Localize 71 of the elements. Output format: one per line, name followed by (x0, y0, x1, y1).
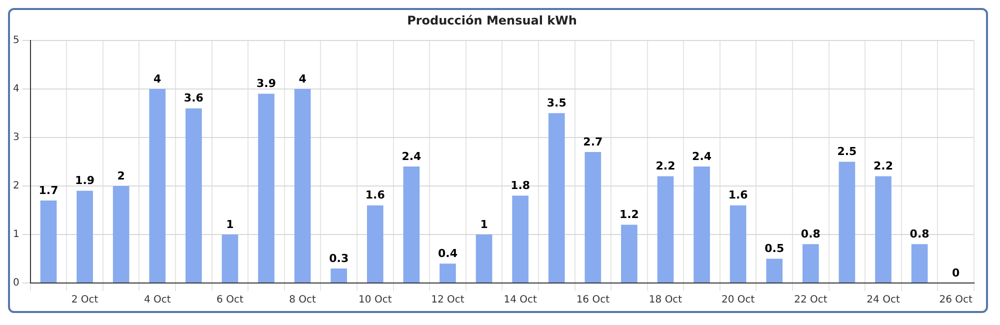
data-label: 1 (226, 218, 234, 231)
data-label: 0.3 (329, 252, 349, 265)
bar (258, 94, 274, 282)
data-label: 2.4 (402, 150, 422, 163)
bar (766, 258, 783, 282)
x-tick-label: 18 Oct (648, 294, 682, 306)
x-tick-label: 14 Oct (504, 294, 537, 306)
data-label: 0.8 (800, 228, 820, 241)
bar (802, 244, 819, 282)
bar (584, 152, 602, 282)
y-tick-label: 5 (12, 34, 20, 46)
data-label: 2.5 (837, 145, 857, 158)
chart-title: Producción Mensual kWh (407, 13, 577, 28)
bar (366, 205, 384, 282)
x-tick-label: 4 Oct (144, 294, 171, 306)
bar (149, 88, 166, 282)
data-label: 4 (154, 72, 162, 86)
bar (512, 196, 528, 282)
bar (621, 224, 638, 282)
data-label: 0.8 (910, 228, 930, 241)
y-tick-label: 4 (12, 84, 20, 95)
bar (476, 234, 492, 282)
bar (186, 108, 202, 282)
x-tick-label: 24 Oct (866, 294, 900, 306)
x-tick-label: 22 Oct (794, 294, 828, 306)
bar (730, 205, 746, 282)
data-label: 1.8 (510, 179, 530, 192)
data-label: 4 (298, 72, 307, 86)
data-label: 0 (952, 266, 960, 280)
data-label: 1.2 (619, 208, 639, 222)
y-tick-label: 3 (12, 132, 20, 144)
data-label: 1.7 (38, 184, 58, 197)
data-label: 1.6 (365, 188, 386, 202)
data-label: 2 (117, 169, 125, 182)
x-tick-label: 12 Oct (431, 294, 464, 306)
bar (548, 113, 565, 282)
data-label: 2.2 (874, 160, 894, 173)
x-tick-label: 20 Oct (721, 294, 755, 306)
data-label: 0.4 (438, 246, 458, 260)
x-tick-label: 2 Oct (71, 294, 98, 306)
x-tick-label: 8 Oct (289, 294, 316, 306)
x-tick-label: 16 Oct (576, 294, 610, 306)
x-tick-label: 10 Oct (358, 294, 392, 306)
x-tick-label: 26 Oct (939, 294, 973, 306)
data-label: 0.5 (764, 242, 784, 256)
bar (875, 176, 892, 282)
bar (76, 190, 93, 282)
bar (222, 234, 238, 282)
y-tick-label: 1 (12, 229, 20, 240)
data-label: 2.7 (583, 135, 603, 148)
data-label: 3.6 (184, 92, 204, 105)
bar (838, 162, 856, 282)
data-label: 1 (480, 218, 488, 231)
bar (403, 166, 420, 282)
data-label: 3.9 (256, 77, 276, 90)
bar (40, 200, 57, 282)
data-label: 1.9 (75, 174, 95, 188)
bar (694, 166, 710, 282)
bar (112, 186, 130, 282)
data-label: 2.4 (692, 150, 712, 163)
data-label: 2.2 (656, 160, 676, 173)
bar (330, 268, 348, 282)
bar (911, 244, 928, 282)
y-tick-label: 0 (12, 278, 20, 289)
y-tick-label: 2 (12, 180, 20, 192)
bar (440, 264, 456, 282)
data-label: 3.5 (546, 96, 566, 110)
data-label: 1.6 (728, 188, 748, 202)
x-tick-label: 6 Oct (216, 294, 244, 306)
bar (294, 88, 311, 282)
bar (657, 176, 674, 282)
